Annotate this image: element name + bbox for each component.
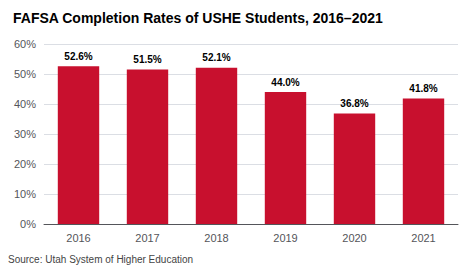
svg-text:2016: 2016: [66, 232, 90, 244]
svg-text:50%: 50%: [14, 68, 36, 80]
svg-text:36.8%: 36.8%: [340, 98, 368, 109]
svg-text:40%: 40%: [14, 98, 36, 110]
svg-text:60%: 60%: [14, 38, 36, 50]
svg-text:41.8%: 41.8%: [409, 83, 437, 94]
svg-text:52.1%: 52.1%: [202, 52, 230, 63]
svg-text:2019: 2019: [273, 232, 297, 244]
svg-text:20%: 20%: [14, 158, 36, 170]
svg-text:51.5%: 51.5%: [133, 54, 161, 65]
svg-text:2020: 2020: [342, 232, 366, 244]
svg-text:0%: 0%: [20, 218, 36, 230]
svg-text:2017: 2017: [135, 232, 159, 244]
svg-text:44.0%: 44.0%: [271, 77, 299, 88]
svg-text:30%: 30%: [14, 128, 36, 140]
svg-text:FAFSA Completion Rates of USHE: FAFSA Completion Rates of USHE Students,…: [13, 10, 383, 26]
svg-text:2018: 2018: [204, 232, 228, 244]
svg-text:52.6%: 52.6%: [64, 51, 92, 62]
svg-text:Source: Utah System of Higher: Source: Utah System of Higher Education: [8, 254, 193, 265]
svg-text:10%: 10%: [14, 188, 36, 200]
svg-text:2021: 2021: [411, 232, 435, 244]
